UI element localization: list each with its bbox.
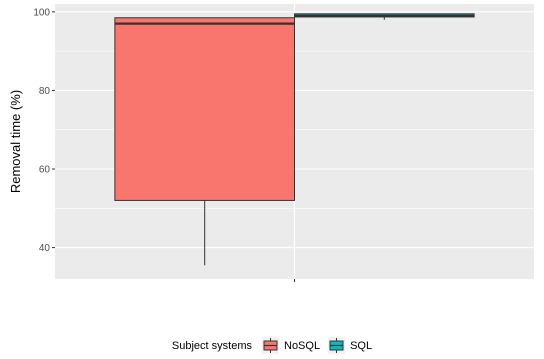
legend: Subject systems NoSQL SQL [0,337,544,354]
y-tick-label: 40 [39,243,51,254]
y-axis-label: Removal time (%) [8,90,23,193]
boxes [114,13,475,266]
legend-title: Subject systems [171,339,252,352]
legend-label: SQL [350,339,373,352]
y-tick-label: 80 [39,86,51,97]
box-sql [294,13,475,20]
legend-item-nosql: NoSQL [262,337,320,354]
y-axis: 40 60 80 100 [33,7,55,254]
legend-key [328,337,346,354]
y-tick-label: 100 [33,7,50,18]
box-nosql [114,17,295,266]
legend-label: NoSQL [284,339,321,352]
box-body [114,17,295,201]
y-tick-label: 60 [39,165,51,176]
legend-items: NoSQL SQL [258,337,372,354]
legend-key [262,337,279,354]
legend-item-sql: SQL [328,337,372,354]
